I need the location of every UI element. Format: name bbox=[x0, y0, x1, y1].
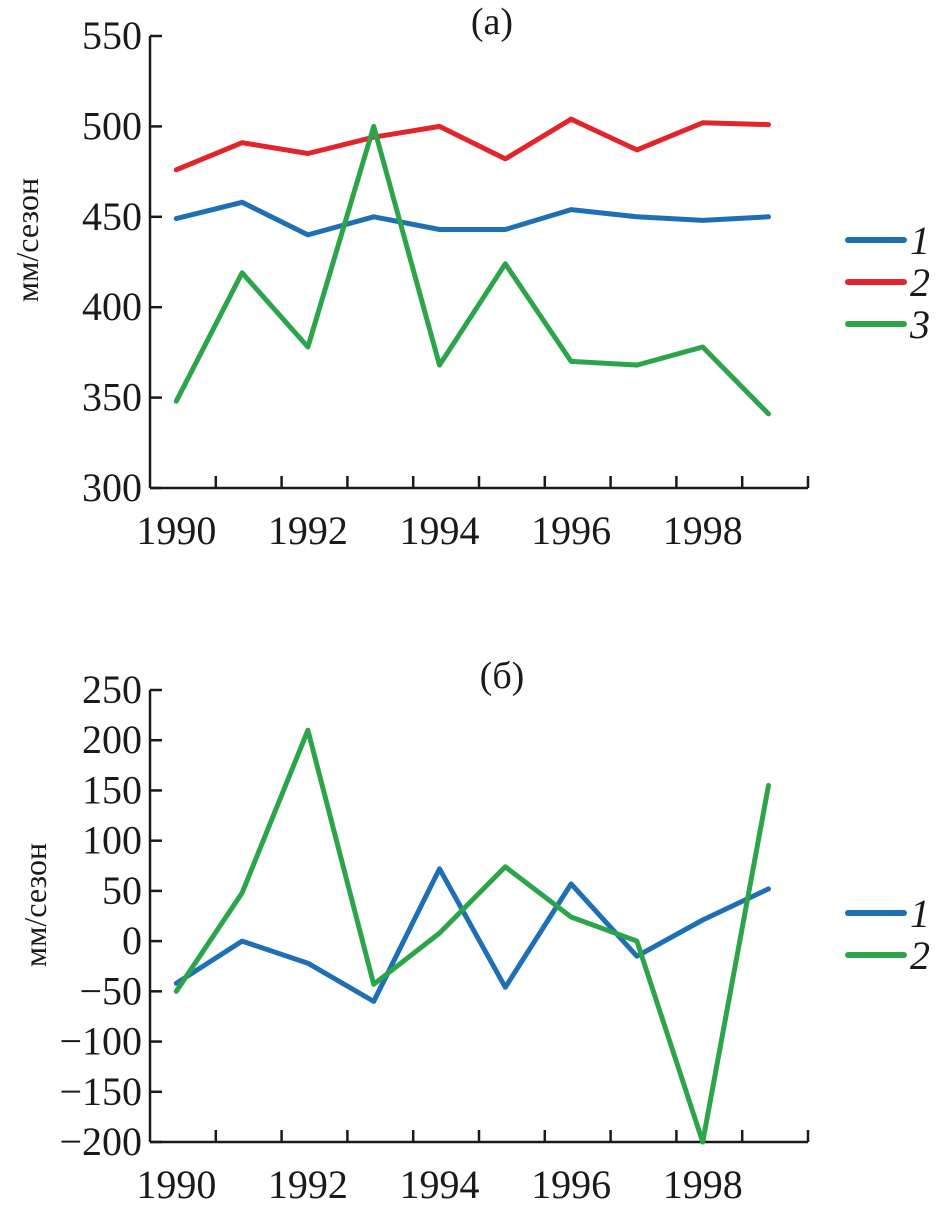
panel-b: −200 −150 −100 −50 0 50 100 150 200 250 1990 1992 19… bbox=[17, 655, 930, 1207]
y-tick-label: 400 bbox=[82, 284, 142, 329]
x-tick-label: 1996 bbox=[531, 508, 611, 553]
legend-label-1: 1 bbox=[910, 218, 930, 263]
series-line-2 bbox=[173, 727, 771, 1145]
x-tick-label: 1990 bbox=[136, 1162, 216, 1207]
legend-label-2: 2 bbox=[910, 260, 930, 305]
series-line-3 bbox=[173, 123, 771, 417]
chart-title: (а) bbox=[471, 1, 513, 43]
y-tick-label: 500 bbox=[82, 103, 142, 148]
x-tick-label: 1998 bbox=[663, 1162, 743, 1207]
y-tick-label: −150 bbox=[59, 1069, 142, 1114]
x-tick-label: 1992 bbox=[268, 1162, 348, 1207]
y-tick-label: 200 bbox=[82, 717, 142, 762]
y-tick-label: 50 bbox=[102, 868, 142, 913]
y-tick-label: 350 bbox=[82, 375, 142, 420]
y-tick-label: 250 bbox=[82, 667, 142, 712]
y-tick-label: 0 bbox=[122, 918, 142, 963]
y-tick-label: 550 bbox=[82, 13, 142, 58]
series-line-2 bbox=[173, 116, 771, 173]
x-tick-label: 1990 bbox=[136, 508, 216, 553]
legend-label-2: 2 bbox=[910, 933, 930, 978]
panel-a: 300 350 400 450 500 550 1990 1992 1994 1996 1998 (а… bbox=[9, 1, 930, 553]
series-line-1 bbox=[173, 199, 771, 238]
x-tick-label: 1998 bbox=[663, 508, 743, 553]
chart-title: (б) bbox=[480, 655, 525, 697]
y-axis-label: мм/сезон bbox=[9, 178, 45, 302]
y-tick-label: 100 bbox=[82, 818, 142, 863]
y-axis-label: мм/сезон bbox=[17, 843, 53, 967]
y-tick-label: −200 bbox=[59, 1119, 142, 1164]
x-tick-label: 1994 bbox=[400, 1162, 480, 1207]
legend-label-3: 3 bbox=[909, 302, 930, 347]
x-tick-label: 1992 bbox=[268, 508, 348, 553]
y-tick-label: 150 bbox=[82, 767, 142, 812]
y-tick-label: −50 bbox=[79, 968, 142, 1013]
series-line-1 bbox=[173, 866, 771, 1004]
x-tick-label: 1994 bbox=[400, 508, 480, 553]
y-tick-label: −100 bbox=[59, 1019, 142, 1064]
y-tick-label: 450 bbox=[82, 194, 142, 239]
legend-label-1: 1 bbox=[910, 891, 930, 936]
x-tick-label: 1996 bbox=[531, 1162, 611, 1207]
y-tick-label: 300 bbox=[82, 465, 142, 510]
